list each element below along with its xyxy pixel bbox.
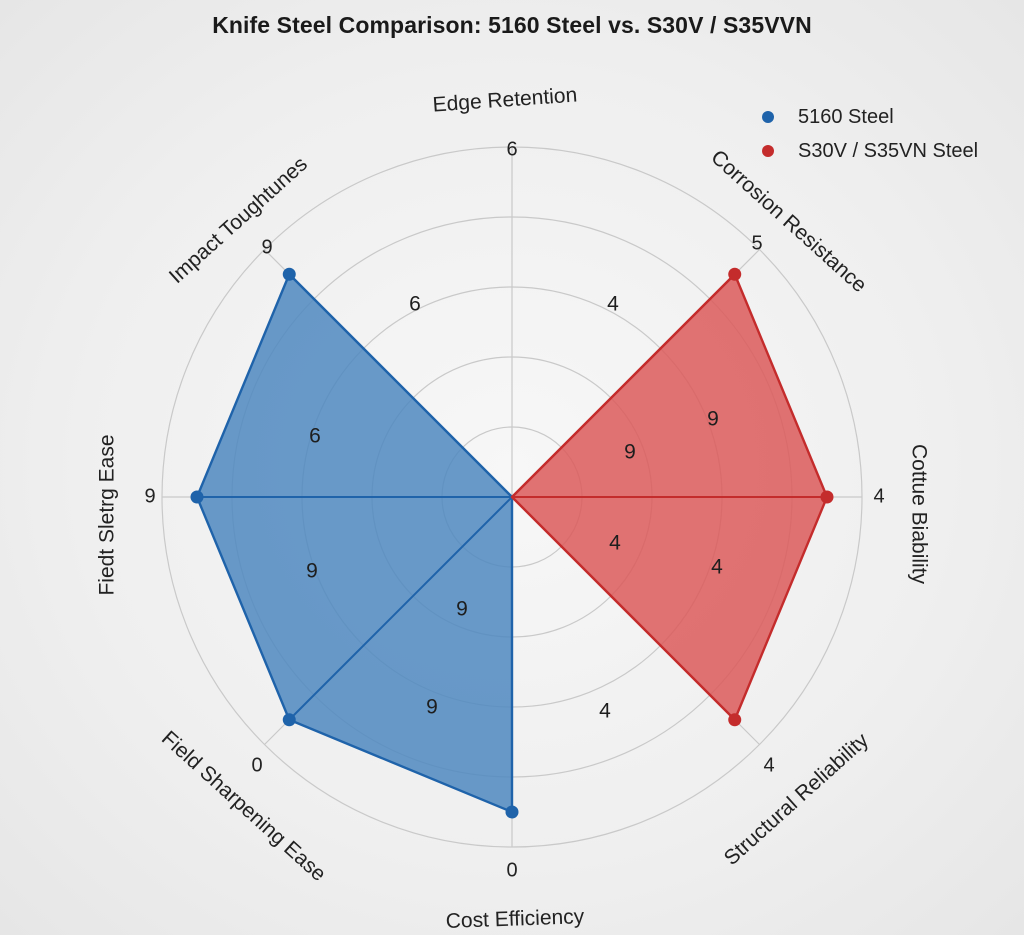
axis-tick-5: 0 bbox=[251, 754, 262, 776]
series-point-1-2[interactable] bbox=[820, 490, 834, 504]
series-spoke-1-3 bbox=[511, 496, 736, 721]
sector-label-4: 4 bbox=[711, 556, 723, 579]
sector-label-8: 9 bbox=[306, 560, 318, 583]
legend-marker-s30v bbox=[762, 145, 774, 157]
legend-item-s30v[interactable]: S30V / S35VN Steel bbox=[762, 134, 978, 168]
sector-label-6: 9 bbox=[426, 696, 438, 719]
axis-label-2: Cottue Biability bbox=[907, 444, 930, 585]
series-spoke-1-1 bbox=[511, 273, 736, 498]
axis-label-0: Edge Retention bbox=[432, 84, 578, 117]
series-point-0-5[interactable] bbox=[282, 713, 296, 727]
sector-label-7: 9 bbox=[456, 598, 468, 621]
axis-tick-6: 9 bbox=[144, 485, 155, 507]
series-point-1-1[interactable] bbox=[728, 267, 742, 281]
series-point-0-6[interactable] bbox=[190, 490, 204, 504]
legend-marker-5160 bbox=[762, 111, 774, 123]
series-point-1-3[interactable] bbox=[728, 713, 742, 727]
axis-tick-4: 0 bbox=[506, 859, 517, 881]
axis-tick-0: 6 bbox=[506, 138, 517, 160]
series-layer bbox=[190, 267, 834, 819]
series-point-0-4[interactable] bbox=[505, 805, 519, 819]
sector-label-3: 4 bbox=[609, 532, 621, 555]
sector-label-0: 4 bbox=[607, 293, 619, 316]
chart-title: Knife Steel Comparison: 5160 Steel vs. S… bbox=[212, 12, 812, 38]
axis-label-3: Structural Reliability bbox=[720, 728, 874, 870]
legend-item-5160[interactable]: 5160 Steel bbox=[762, 100, 978, 134]
axis-tick-7: 9 bbox=[261, 236, 272, 258]
legend-label-5160: 5160 Steel bbox=[798, 105, 894, 128]
sector-label-9: 6 bbox=[309, 425, 321, 448]
sector-label-2: 9 bbox=[624, 441, 636, 464]
legend-label-s30v: S30V / S35VN Steel bbox=[798, 139, 979, 162]
legend: 5160 Steel S30V / S35VN Steel bbox=[762, 100, 978, 168]
series-spoke-0-7 bbox=[288, 273, 513, 498]
sector-label-10: 6 bbox=[409, 293, 421, 316]
axis-label-4: Cost Efficiency bbox=[445, 905, 585, 933]
sector-label-5: 4 bbox=[599, 700, 611, 723]
series-point-0-7[interactable] bbox=[282, 267, 296, 281]
axis-label-6: Fiedt Sletrg Ease bbox=[96, 434, 119, 595]
series-spoke-0-5 bbox=[288, 496, 513, 721]
sector-label-1: 9 bbox=[707, 408, 719, 431]
axis-label-5: Field Sharpening Ease bbox=[157, 727, 330, 886]
axis-label-7: Impact Toughtunes bbox=[165, 153, 312, 289]
axis-tick-1: 5 bbox=[751, 232, 762, 254]
axis-tick-2: 4 bbox=[873, 485, 884, 507]
axis-tick-3: 4 bbox=[763, 754, 774, 776]
